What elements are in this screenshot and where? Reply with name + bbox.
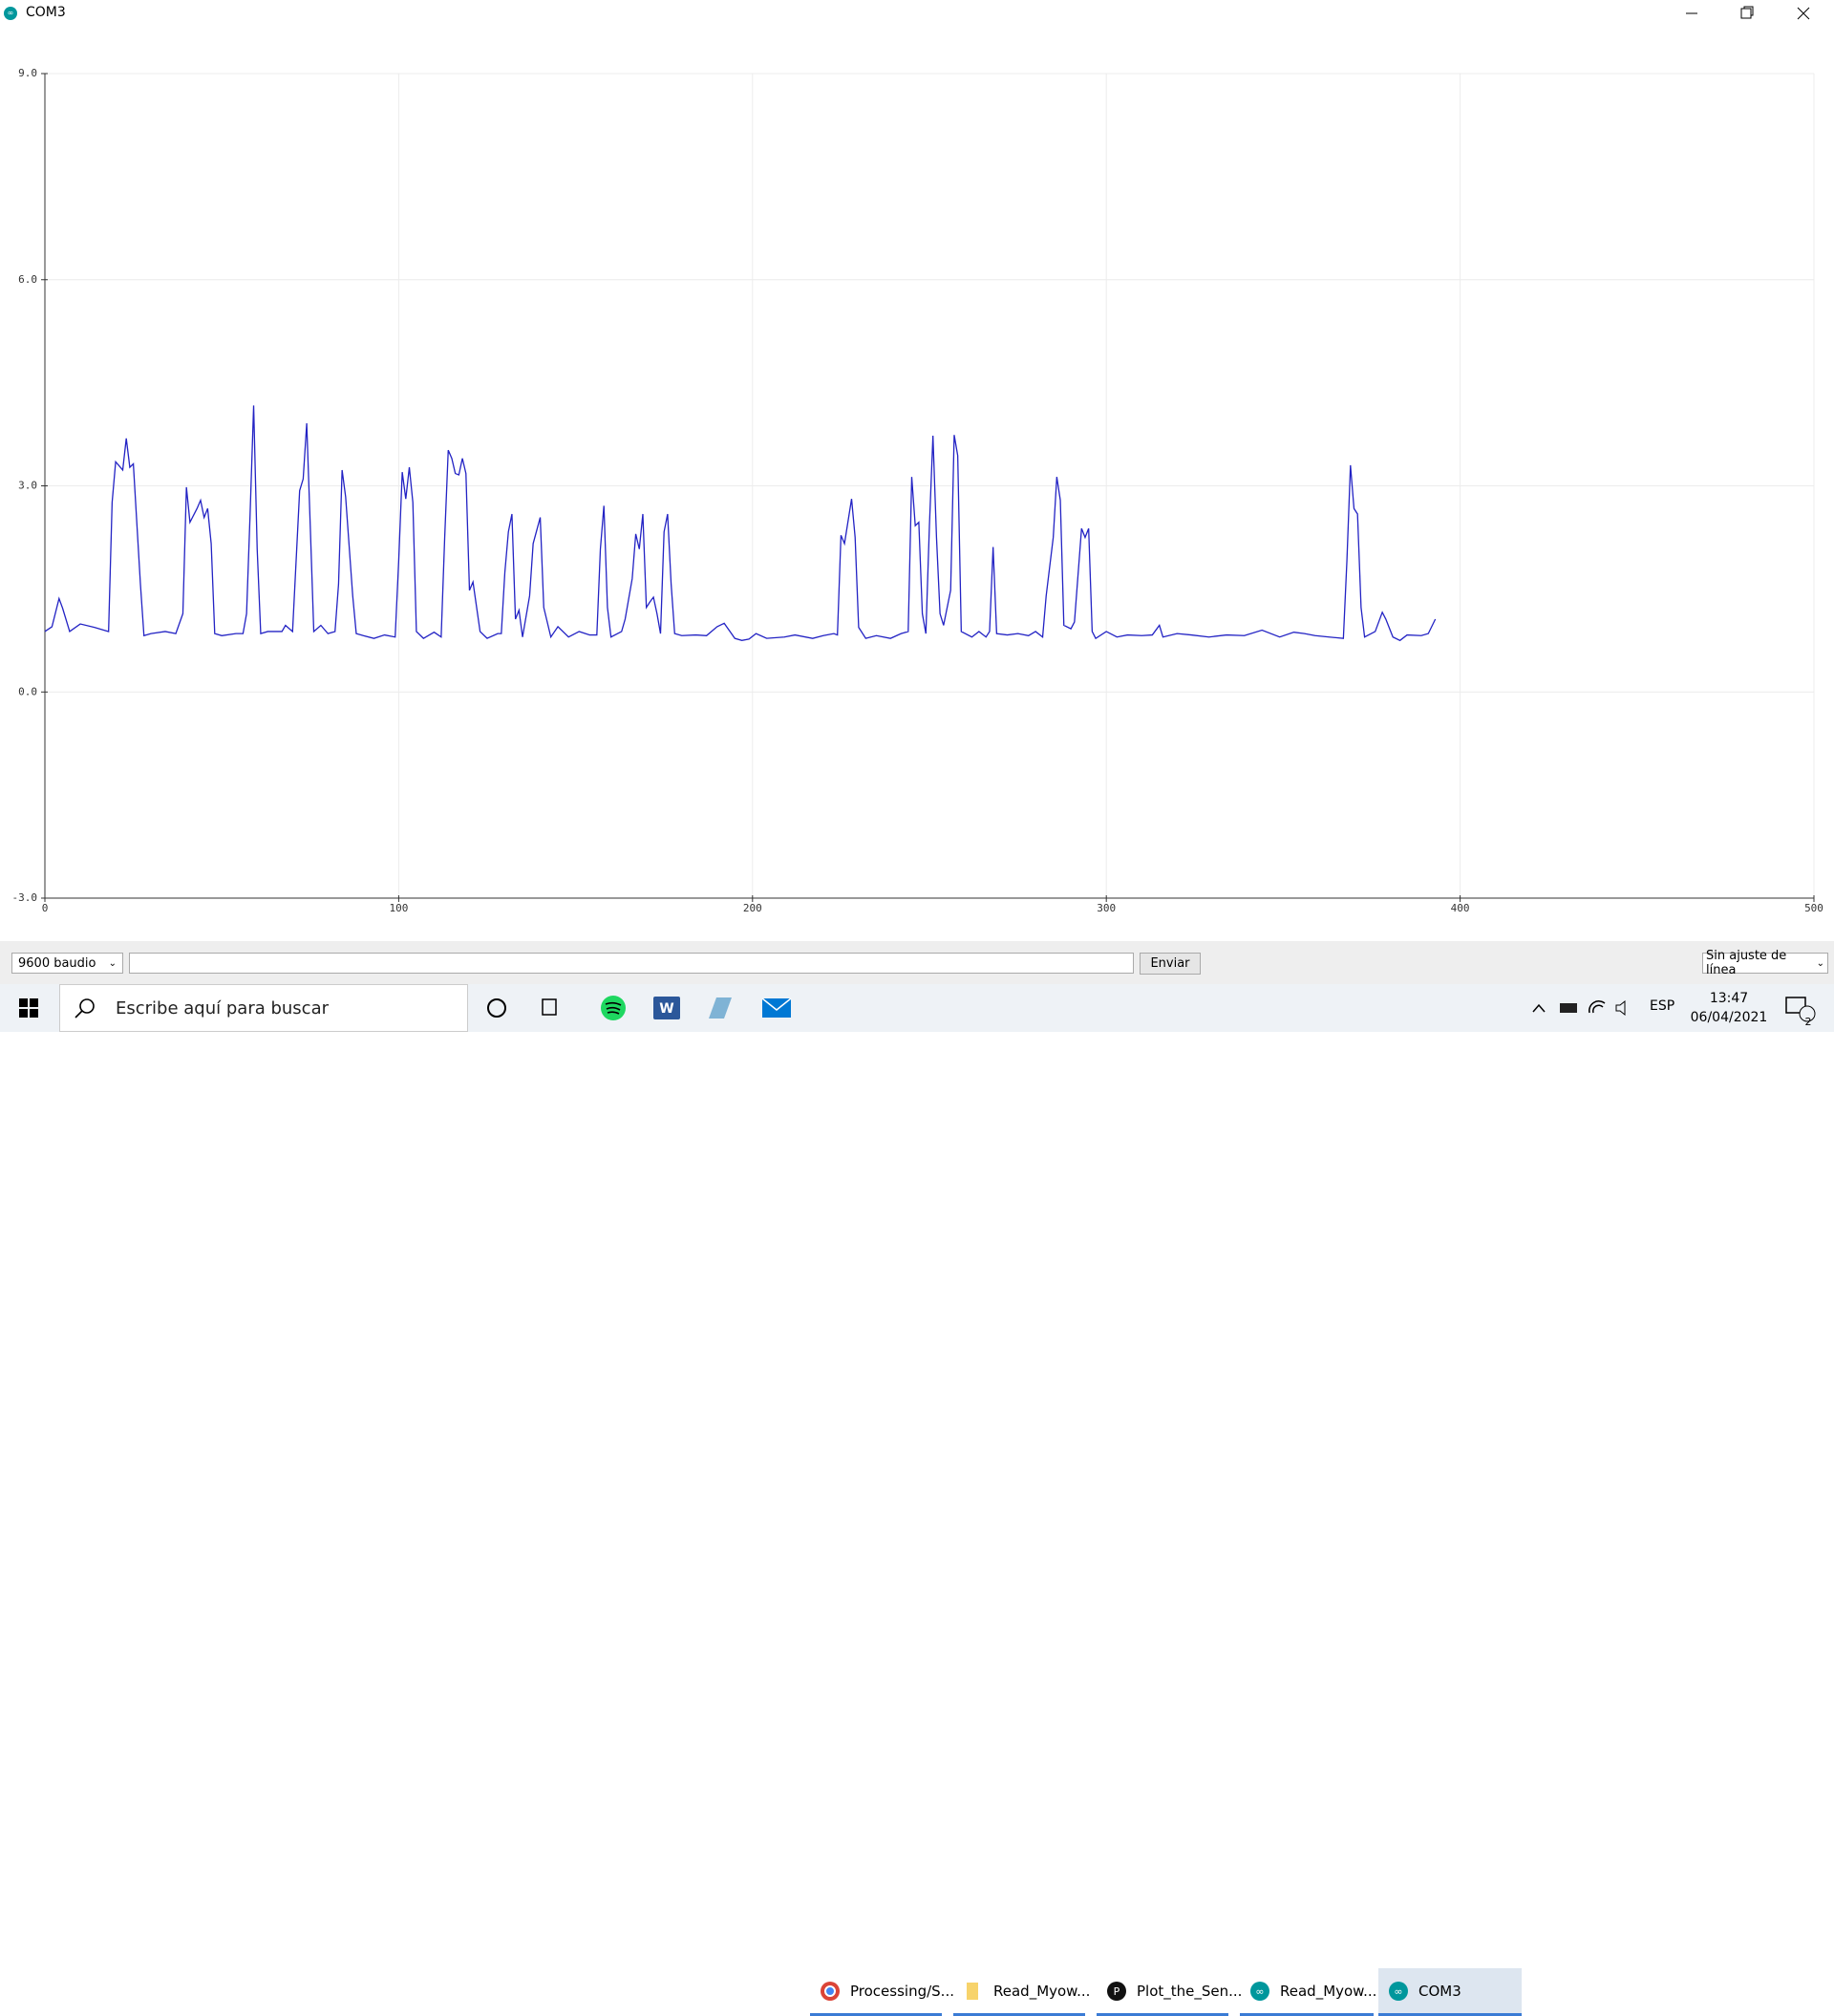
data-line bbox=[44, 405, 1437, 642]
control-bar: 9600 baudio ⌄ Enviar Sin ajuste de línea ⌄ bbox=[0, 941, 1834, 984]
taskbar-app[interactable]: P Plot_the_Sen... bbox=[1097, 1968, 1242, 2016]
serial-plot: -3.0 0.0 3.0 6.0 9.0 0 100 200 300 400 500 bbox=[12, 67, 1823, 914]
window-buttons[interactable] bbox=[1672, 0, 1834, 27]
date: 06/04/2021 bbox=[1690, 1010, 1768, 1025]
baud-select[interactable]: 9600 baudio ⌄ bbox=[11, 953, 123, 974]
send-label: Enviar bbox=[1150, 956, 1190, 971]
language[interactable]: ESP bbox=[1650, 998, 1675, 1014]
baud-label: 9600 baudio bbox=[18, 955, 96, 971]
taskbar-app[interactable]: ∞ Read_Myow... bbox=[1240, 1968, 1377, 2016]
processing-icon: P bbox=[1107, 1982, 1126, 2001]
svg-text:P: P bbox=[1114, 1985, 1120, 1998]
taskbar-app-active[interactable]: ∞ COM3 bbox=[1378, 1968, 1522, 2016]
start-button[interactable] bbox=[19, 998, 38, 1018]
svg-text:∞: ∞ bbox=[8, 9, 14, 17]
taskbar-app[interactable]: Read_Myow... bbox=[953, 1968, 1090, 2016]
svg-text:∞: ∞ bbox=[1255, 1985, 1264, 1998]
x-tick-label: 300 bbox=[1097, 902, 1116, 914]
title-bar: ∞ COM3 bbox=[0, 0, 1834, 27]
app-icon: ∞ bbox=[4, 7, 17, 20]
x-tick-label: 0 bbox=[42, 902, 49, 914]
search-placeholder: Escribe aquí para buscar bbox=[116, 997, 330, 1019]
x-tick-label: 400 bbox=[1451, 902, 1470, 914]
search-box[interactable]: Escribe aquí para buscar bbox=[59, 984, 468, 1032]
x-tick-label: 100 bbox=[389, 902, 408, 914]
folder-icon bbox=[967, 1983, 978, 2000]
tray-icons[interactable] bbox=[1528, 997, 1643, 1019]
time: 13:47 bbox=[1709, 991, 1749, 1006]
notification-icon[interactable] bbox=[1784, 996, 1817, 1022]
line-ending-label: Sin ajuste de línea bbox=[1706, 949, 1787, 977]
notification-count: 2 bbox=[1804, 1016, 1812, 1028]
app-label: Read_Myow... bbox=[993, 1982, 1091, 2000]
serial-input[interactable] bbox=[129, 953, 1134, 974]
send-button[interactable]: Enviar bbox=[1140, 953, 1201, 975]
clock[interactable]: 13:47 06/04/2021 bbox=[1681, 989, 1777, 1027]
arduino-icon: ∞ bbox=[1250, 1982, 1269, 2001]
line-ending-select[interactable]: Sin ajuste de línea ⌄ bbox=[1702, 949, 1828, 977]
taskbar-app[interactable]: Processing/S... bbox=[810, 1968, 954, 2016]
app-label: COM3 bbox=[1418, 1982, 1461, 2000]
y-tick-label: 9.0 bbox=[18, 67, 37, 79]
y-tick-label: 6.0 bbox=[18, 273, 37, 286]
window-title: COM3 bbox=[26, 5, 66, 20]
search-icon bbox=[75, 998, 95, 1019]
app-label: Processing/S... bbox=[850, 1982, 954, 2000]
taskbar: Escribe aquí para buscar W Processing/S.… bbox=[0, 984, 1834, 2016]
app-label: Read_Myow... bbox=[1280, 1982, 1377, 2000]
arduino-icon: ∞ bbox=[1389, 1982, 1408, 2001]
svg-text:∞: ∞ bbox=[1394, 1985, 1402, 1998]
chrome-icon bbox=[821, 1982, 840, 2001]
pinned-icons[interactable]: W bbox=[478, 992, 802, 1024]
y-tick-label: 3.0 bbox=[18, 480, 37, 492]
x-tick-label: 200 bbox=[743, 902, 762, 914]
y-tick-label: 0.0 bbox=[18, 685, 37, 697]
y-tick-label: -3.0 bbox=[12, 891, 38, 904]
x-tick-label: 500 bbox=[1804, 902, 1823, 914]
app-label: Plot_the_Sen... bbox=[1137, 1982, 1243, 2000]
svg-text:W: W bbox=[659, 1001, 673, 1017]
